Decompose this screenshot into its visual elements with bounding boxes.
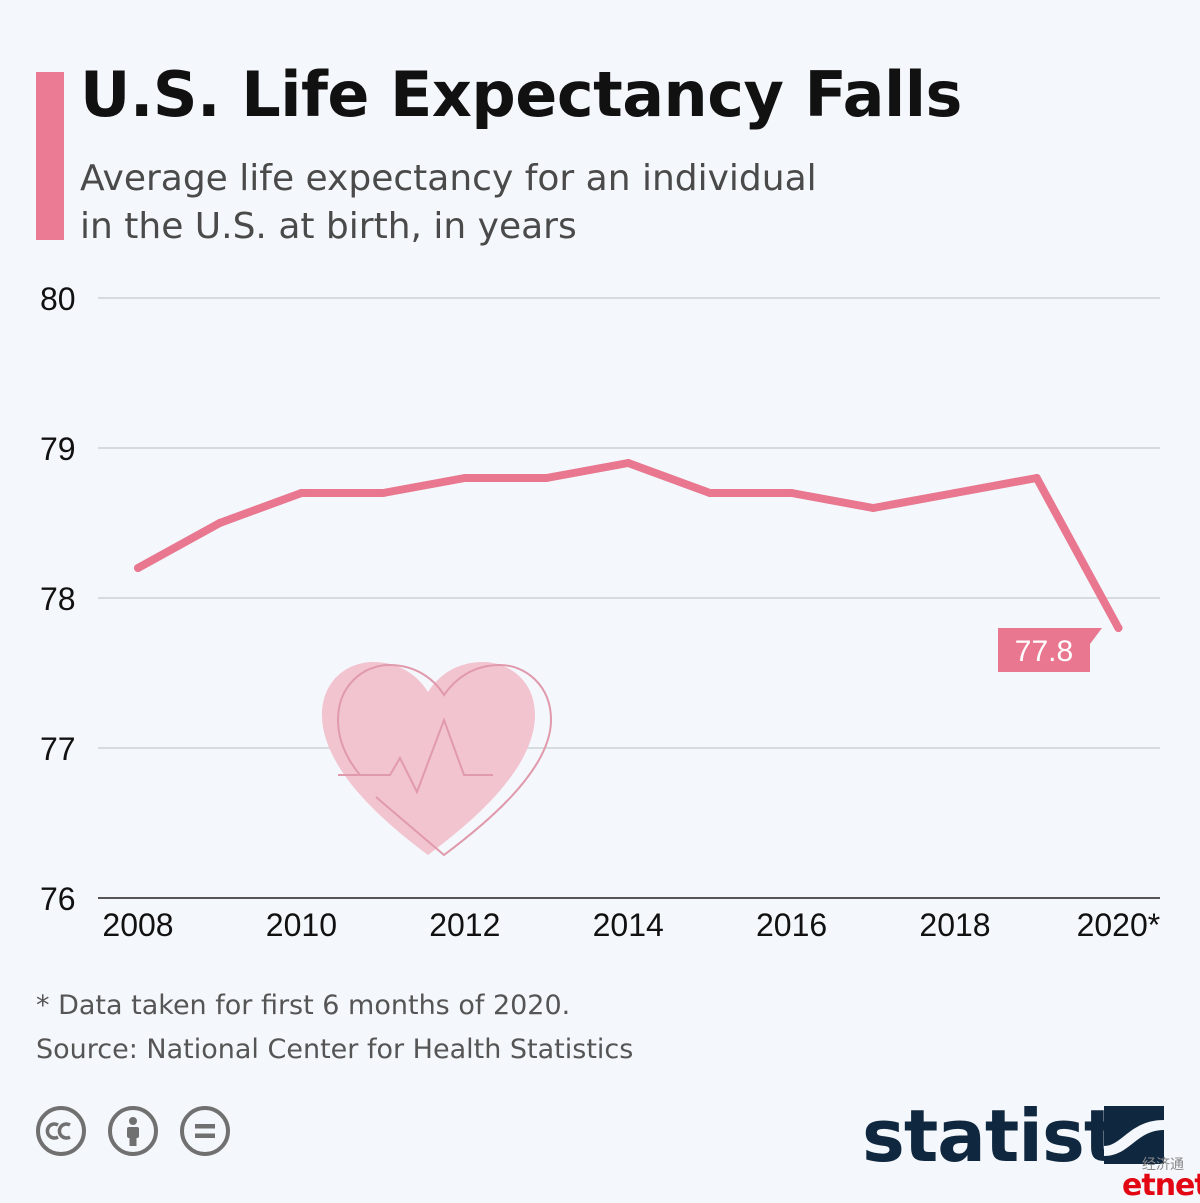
data-point (1114, 624, 1123, 632)
title-accent-bar (36, 72, 64, 240)
data-point (542, 474, 551, 482)
cc-license-icon[interactable] (36, 1106, 86, 1156)
data-point (951, 489, 959, 497)
series-line (134, 459, 1123, 632)
nd-license-icon[interactable] (180, 1106, 230, 1156)
data-point (297, 489, 306, 497)
data-point (869, 504, 878, 512)
source-note: Source: National Center for Health Stati… (36, 1034, 634, 1065)
chart-subtitle-line1: Average life expectancy for an individua… (80, 158, 817, 199)
x-tick-label: 2014 (593, 907, 664, 943)
data-label-text: 77.8 (1015, 635, 1073, 668)
data-point (1032, 474, 1041, 482)
data-points (134, 459, 1123, 632)
data-point (134, 564, 142, 572)
statista-logo-icon (1104, 1106, 1164, 1164)
footnote: * Data taken for first 6 months of 2020. (36, 990, 571, 1021)
y-tick-label: 77 (40, 731, 76, 767)
data-point (787, 489, 796, 497)
x-axis-tick-labels: 2008 2010 2012 2014 2016 2018 2020* (102, 907, 1160, 943)
data-point (379, 489, 388, 497)
y-tick-label: 78 (40, 581, 76, 617)
data-point (215, 519, 224, 527)
line-chart: 80 79 78 77 76 2008 2010 2012 2014 2016 2018 2020*… (40, 281, 1160, 943)
chart-title: U.S. Life Expectancy Falls (80, 58, 962, 131)
partner-logo: etnet (1122, 1168, 1200, 1203)
x-tick-label: 2018 (919, 907, 990, 943)
y-axis-tick-labels: 80 79 78 77 76 (40, 281, 76, 917)
partner-logo-cn: 经济通 (1142, 1157, 1184, 1173)
y-tick-label: 80 (40, 281, 76, 317)
x-tick-label: 2012 (429, 907, 500, 943)
x-tick-label: 2020* (1077, 907, 1161, 943)
y-tick-label: 79 (40, 431, 76, 467)
x-tick-label: 2010 (266, 907, 337, 943)
x-tick-label: 2008 (102, 907, 173, 943)
data-label-2020: 77.8 (998, 628, 1102, 672)
by-license-icon[interactable] (108, 1106, 158, 1156)
grid-lines (98, 297, 1160, 899)
data-point (460, 474, 469, 482)
data-point (624, 459, 633, 467)
data-point (705, 489, 714, 497)
chart-subtitle-line2: in the U.S. at birth, in years (80, 206, 577, 247)
x-tick-label: 2016 (756, 907, 827, 943)
y-tick-label: 76 (40, 881, 76, 917)
heart-icon (322, 662, 553, 857)
